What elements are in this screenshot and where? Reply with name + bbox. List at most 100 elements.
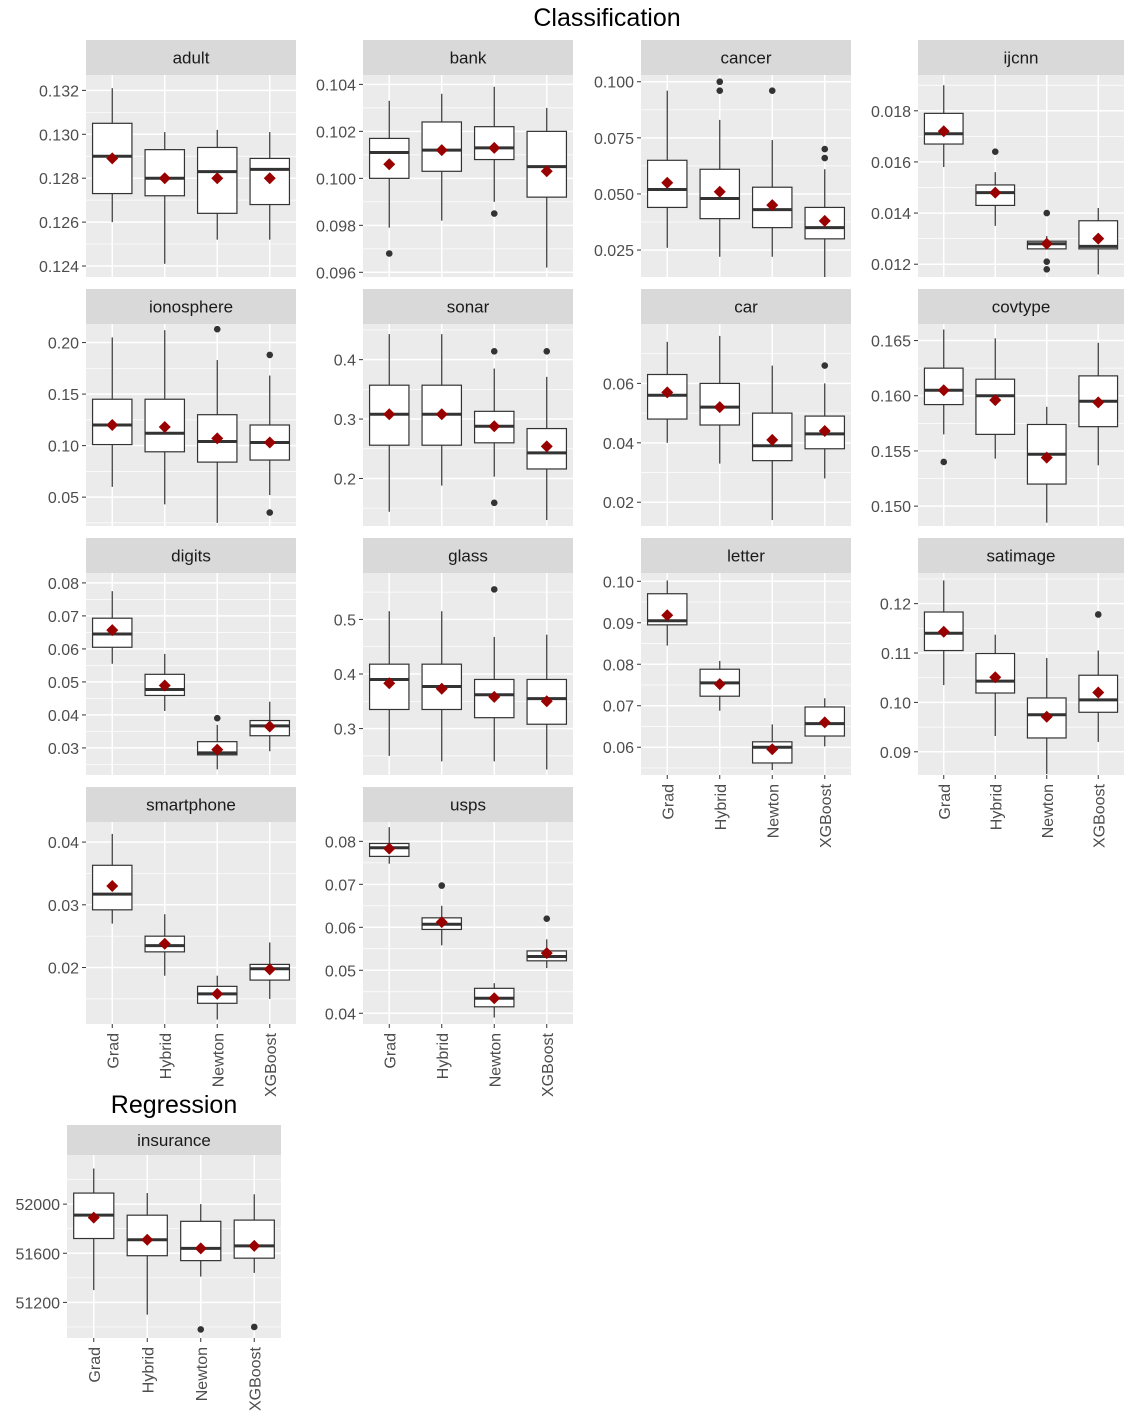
mean-marker [435,916,448,929]
plot-bg-smartphone [86,822,296,1024]
y-tick-label: 0.07 [603,699,634,716]
mean-marker [661,609,674,622]
box-ionosphere-newton [196,325,238,523]
y-tick-label: 0.15 [48,387,79,404]
mean-marker [766,743,779,756]
mean-marker [106,152,119,165]
box-car-newton [751,365,793,521]
outlier-point [213,714,221,722]
x-tick-label-xgboost: XGBoost [263,1032,280,1097]
outlier-point [197,1326,205,1333]
strip-label-car: car [734,298,758,317]
box-adult-xgboost [249,132,291,240]
box-digits-grad [91,591,133,664]
panel-usps: usps 0.04 0.05 0.06 0.07 0.08 Grad Hybrid Newton… [325,787,573,1097]
box-cancer-xgboost [804,145,846,277]
y-tick-label: 0.07 [48,609,79,626]
y-tick-label: 0.11 [881,646,911,663]
strip-label-smartphone: smartphone [146,796,236,815]
mean-marker [211,432,224,445]
mean-marker [435,144,448,157]
box-car-xgboost [804,362,846,479]
mean-marker [106,624,119,637]
box-satimage-newton [1026,657,1067,775]
panel-satimage: satimage 0.09 0.10 0.11 0.12 Grad Hybrid Newton… [880,538,1124,848]
y-tick-label: 0.2 [334,471,356,488]
strip-ijcnn [918,40,1124,75]
box-glass-xgboost [526,634,568,770]
y-tick-label: 0.016 [871,155,911,172]
y-tick-label: 0.05 [48,490,79,507]
y-tick-label: 0.02 [603,495,634,512]
y-tick-label: 0.06 [48,642,79,659]
y-tick-label: 0.124 [39,259,79,276]
mean-marker [158,679,171,692]
y-tick-label: 0.20 [48,336,79,353]
outlier-point [438,882,446,889]
panel-insurance: insurance 51200 51600 52000 Grad Hybrid Newton… [16,1125,281,1411]
box-ijcnn-grad [923,85,964,168]
y-tick-label: 0.130 [39,127,79,144]
strip-covtype [918,289,1124,324]
y-tick-label: 0.025 [594,243,634,260]
box-bank-newton [473,86,515,217]
strip-insurance [67,1125,281,1155]
outlier-point [821,154,829,162]
y-tick-label: 0.128 [39,171,79,188]
y-tick-label: 51200 [16,1295,61,1312]
strip-digits [86,538,296,573]
y-tick-label: 0.05 [48,675,79,692]
mean-marker [158,937,171,950]
strip-letter [641,538,851,573]
panel-cancer: cancer 0.025 0.050 0.075 0.100 [594,40,851,277]
mean-marker [488,690,501,703]
x-tick-label-grad: Grad [105,1033,122,1069]
y-tick-label: 0.09 [603,616,634,633]
mean-marker [766,199,779,212]
strip-label-bank: bank [450,49,487,68]
strip-sonar [363,289,573,324]
outlier-point [716,78,724,86]
outlier-point [821,362,829,369]
panel-bank: bank 0.096 0.098 0.100 0.102 0.104 [316,40,573,282]
strip-cancer [641,40,851,75]
iqr-box [699,382,741,426]
y-tick-label: 0.02 [48,961,79,978]
box-bank-xgboost [526,107,568,268]
mean-marker [263,963,276,976]
mean-marker [488,992,501,1005]
outlier-point [991,148,999,156]
strip-glass [363,538,573,573]
box-adult-hybrid [144,132,186,264]
y-tick-label: 0.06 [603,740,634,757]
x-tick-label-hybrid: Hybrid [158,1033,175,1079]
panel-car: car 0.02 0.04 0.06 [603,289,851,526]
y-tick-label: 0.10 [880,695,911,712]
outlier-point [490,210,498,217]
y-tick-label: 0.018 [871,104,911,121]
mean-marker [141,1233,154,1246]
box-adult-newton [196,129,238,240]
y-tick-label: 0.08 [325,834,356,851]
mean-marker [937,125,950,138]
y-tick-label: 0.04 [325,1006,356,1023]
box-usps-hybrid [421,882,463,946]
outlier-point [716,87,724,95]
strip-bank [363,40,573,75]
mean-marker [1040,710,1053,723]
strip-satimage [918,538,1124,573]
box-ijcnn-newton [1026,209,1067,273]
mean-marker [540,695,553,708]
outlier-point [1043,209,1051,217]
mean-marker [1040,237,1053,250]
box-adult-grad [91,88,133,223]
outlier-point [1094,611,1102,618]
y-tick-label: 0.165 [871,334,911,351]
mean-marker [989,186,1002,199]
x-tick-label-newton: Newton [210,1033,227,1087]
strip-adult [86,40,296,75]
y-tick-label: 0.150 [871,499,911,516]
box-insurance-hybrid [126,1193,168,1315]
panel-sonar: sonar 0.2 0.3 0.4 [334,289,573,526]
